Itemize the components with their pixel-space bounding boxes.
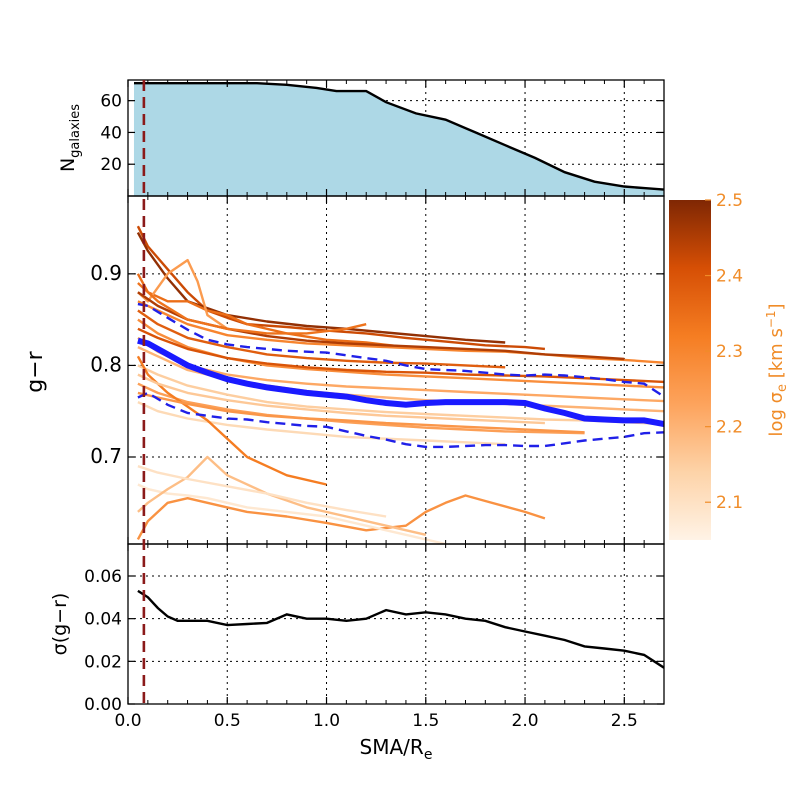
bottom-frame <box>127 543 665 705</box>
y-tick-label: 60 <box>100 92 122 112</box>
x-tick-label: 2.0 <box>512 711 539 731</box>
top-ticks: 20 40 60 <box>100 80 664 196</box>
colorbar-tick-label: 2.3 <box>716 342 743 362</box>
y-tick-label: 0.04 <box>84 610 122 630</box>
n-galaxies-fill <box>133 83 664 196</box>
colorbar: 2.1 2.2 2.3 2.4 2.5 log σe [km s−1] <box>669 191 790 540</box>
galaxy-profile-line <box>137 391 585 434</box>
x-tick-label: 0.5 <box>214 711 241 731</box>
panel-sigma: 0.00 0.02 0.04 0.06 σ(g−r) <box>49 543 665 715</box>
colorbar-tick-label: 2.2 <box>716 418 743 438</box>
upper-envelope-line <box>137 302 664 398</box>
colorbar-tick-label: 2.4 <box>716 267 743 287</box>
galaxy-profile-line <box>137 382 585 435</box>
panel-color-profile: 0.7 0.8 0.9 g−r <box>23 195 665 545</box>
x-tick-label: 1.0 <box>313 711 340 731</box>
bottom-ticks: 0.00 0.02 0.04 0.06 <box>84 544 664 715</box>
sigma-line <box>137 589 664 669</box>
bottom-gridlines <box>128 544 664 705</box>
y-tick-label: 0.8 <box>90 352 122 376</box>
galaxy-profile-line <box>136 273 407 349</box>
galaxy-profile-line <box>137 364 664 426</box>
galaxy-profile-line <box>136 494 546 540</box>
y-tick-label: 0.02 <box>84 652 122 672</box>
panel-n-galaxies: 20 40 60 Ngalaxies <box>57 79 665 197</box>
x-tick-label: 2.5 <box>611 711 638 731</box>
galaxy-profile-line <box>136 225 546 351</box>
y-tick-label: 0.00 <box>84 695 122 715</box>
n-galaxies-line <box>134 82 664 191</box>
y-tick-label: 0.9 <box>90 261 122 285</box>
galaxy-profile-line <box>137 282 367 335</box>
sigma-axis-label: σ(g−r) <box>49 593 71 656</box>
colorbar-tick-label: 2.1 <box>716 493 743 513</box>
galaxy-profile-line <box>137 483 446 544</box>
x-tick-label: 0.0 <box>114 711 141 731</box>
n-galaxies-axis-label: Ngalaxies <box>57 104 83 172</box>
galaxy-profile-line <box>137 327 664 384</box>
galaxy-profile-line <box>136 232 506 344</box>
middle-ticks: 0.7 0.8 0.9 <box>90 196 664 544</box>
x-tick-labels: 0.0 0.5 1.0 1.5 2.0 2.5 <box>114 711 637 731</box>
colorbar-label: log σe [km s−1] <box>764 303 790 436</box>
colorbar-tick-label: 2.5 <box>716 191 743 211</box>
galaxy-profile-line <box>137 455 427 536</box>
galaxy-profile-line <box>137 465 387 518</box>
y-tick-label: 0.06 <box>84 567 122 587</box>
galaxy-profile-line <box>137 258 228 330</box>
g-r-axis-label: g−r <box>23 350 48 392</box>
y-tick-label: 20 <box>100 155 122 175</box>
galaxy-profile-line <box>137 401 506 446</box>
galaxy-profile-line <box>137 373 545 425</box>
y-tick-label: 0.7 <box>90 444 122 468</box>
median-profile-line <box>137 337 664 427</box>
x-axis-label: SMA/Re <box>360 735 433 763</box>
y-tick-label: 40 <box>100 123 122 143</box>
colorbar-ticks: 2.1 2.2 2.3 2.4 2.5 <box>705 191 743 513</box>
x-tick-label: 1.5 <box>412 711 439 731</box>
galaxy-profile-line <box>137 309 506 369</box>
colorbar-gradient <box>669 200 711 540</box>
lower-envelope-line <box>137 391 664 449</box>
